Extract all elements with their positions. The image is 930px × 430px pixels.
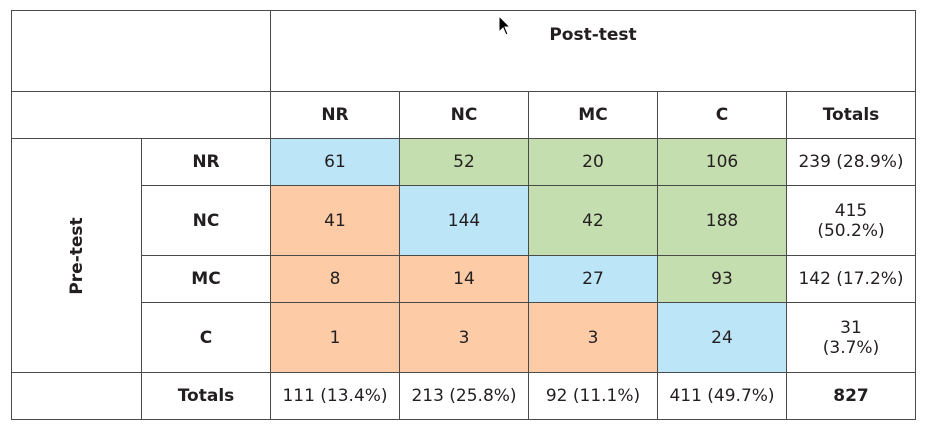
row-label-c: C (141, 302, 271, 373)
table-row: MC 8 14 27 93 142 (17.2%) (12, 255, 916, 303)
mouse-pointer-icon (498, 15, 512, 36)
cell-nr-nc: 52 (399, 138, 529, 186)
total-mc: 92 (11.1%) (528, 372, 658, 420)
cell-nr-mc: 20 (528, 138, 658, 186)
row-total-c-count: 31 (840, 317, 862, 338)
cell-mc-nr: 8 (270, 255, 400, 303)
pre-post-test-matrix: Post-test NR NC MC C Totals Pre-test NR … (11, 10, 916, 420)
pre-test-label: Pre-test (66, 216, 87, 295)
row-label-nr: NR (141, 138, 271, 186)
cell-mc-mc: 27 (528, 255, 658, 303)
cell-nr-c: 106 (657, 138, 787, 186)
totals-corner-cell (11, 372, 142, 420)
post-test-header: Post-test (270, 10, 916, 92)
row-total-mc: 142 (17.2%) (786, 255, 916, 303)
column-header-nr: NR (270, 91, 400, 139)
column-header-nc: NC (399, 91, 529, 139)
row-total-nc-percent: (50.2%) (817, 220, 885, 241)
cell-c-nr: 1 (270, 302, 400, 373)
row-total-c-percent: (3.7%) (822, 337, 880, 358)
table-row: Pre-test NR 61 52 20 106 239 (28.9%) (11, 138, 916, 373)
cell-nc-nr: 41 (270, 185, 400, 256)
row-label-nc: NC (141, 185, 271, 256)
row-total-c: 31 (3.7%) (786, 302, 916, 373)
table-row: NC 41 144 42 188 415 (50.2%) (12, 185, 916, 256)
pre-test-label-cell: Pre-test (11, 138, 142, 373)
total-nr: 111 (13.4%) (270, 372, 400, 420)
corner-cell-lower (11, 91, 271, 139)
table-row: C 1 3 3 24 31 (3.7%) (12, 302, 916, 373)
row-total-nc-count: 415 (834, 200, 868, 221)
column-header-c: C (657, 91, 787, 139)
row-total-nr: 239 (28.9%) (786, 138, 916, 186)
total-nc: 213 (25.8%) (399, 372, 529, 420)
cell-c-c: 24 (657, 302, 787, 373)
cell-c-mc: 3 (528, 302, 658, 373)
cell-nc-mc: 42 (528, 185, 658, 256)
column-header-mc: MC (528, 91, 658, 139)
total-c: 411 (49.7%) (657, 372, 787, 420)
row-label-mc: MC (141, 255, 271, 303)
totals-row: Totals 111 (13.4%) 213 (25.8%) 92 (11.1%… (11, 372, 916, 420)
cell-c-nc: 3 (399, 302, 529, 373)
totals-label: Totals (141, 372, 271, 420)
column-header-totals: Totals (786, 91, 916, 139)
cell-mc-nc: 14 (399, 255, 529, 303)
cell-nc-c: 188 (657, 185, 787, 256)
cell-mc-c: 93 (657, 255, 787, 303)
cell-nc-nc: 144 (399, 185, 529, 256)
cell-nr-nr: 61 (270, 138, 400, 186)
grand-total: 827 (786, 372, 916, 420)
corner-cell (11, 10, 271, 92)
row-total-nc: 415 (50.2%) (786, 185, 916, 256)
